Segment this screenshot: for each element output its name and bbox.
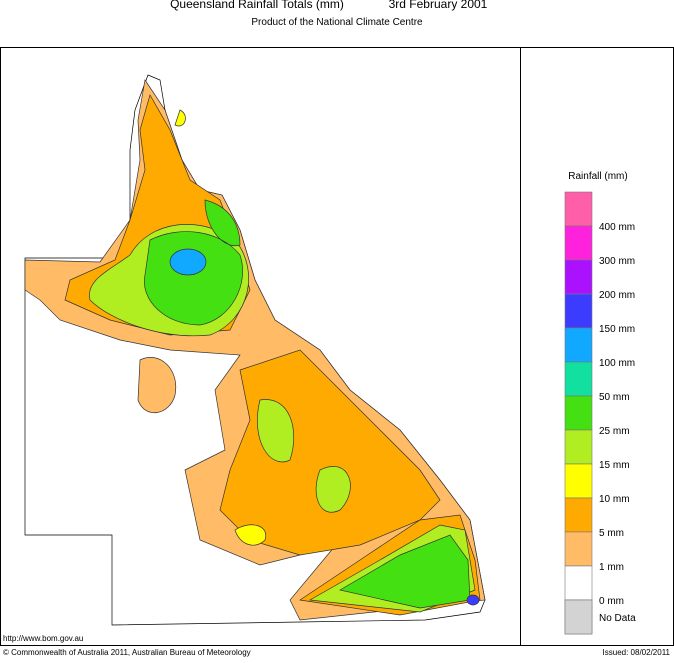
legend-label: 1 mm	[599, 562, 624, 573]
rain-50mm	[144, 199, 471, 609]
legend-title: Rainfall (mm)	[568, 171, 627, 182]
footer-url: http://www.bom.gov.au	[3, 634, 83, 643]
legend-label: 5 mm	[599, 528, 624, 539]
title: Queensland Rainfall Totals (mm)	[170, 0, 344, 11]
legend-label: 15 mm	[599, 460, 630, 471]
rain-100mm	[169, 248, 207, 276]
legend-swatch	[564, 191, 593, 227]
map	[24, 74, 486, 626]
legend-label: 0 mm	[599, 596, 624, 607]
subtitle: Product of the National Climate Centre	[251, 17, 423, 28]
legend-swatch	[564, 531, 593, 567]
legend-swatch	[564, 429, 593, 465]
legend-label: 10 mm	[599, 494, 630, 505]
legend-swatch	[564, 259, 593, 295]
legend-swatch	[564, 497, 593, 533]
legend-swatch	[564, 225, 593, 261]
rain-1mm-inland	[137, 357, 177, 414]
legend-label: 100 mm	[599, 358, 635, 369]
legend-swatch	[564, 599, 593, 635]
legend-swatch	[564, 327, 593, 363]
legend-swatch	[564, 463, 593, 499]
legend-swatch	[564, 361, 593, 397]
legend: Rainfall (mm) 400 mm 300 mm 200 mm 150 mm 10…	[564, 171, 636, 635]
rain-150mm	[466, 594, 480, 606]
footer-copyright: © Commonwealth of Australia 2011, Austra…	[3, 648, 251, 657]
legend-label: 50 mm	[599, 392, 630, 403]
legend-label: 300 mm	[599, 256, 635, 267]
legend-swatch	[564, 395, 593, 431]
legend-label: 150 mm	[599, 324, 635, 335]
legend-label: No Data	[599, 613, 636, 624]
date: 3rd February 2001	[389, 0, 488, 11]
legend-label: 25 mm	[599, 426, 630, 437]
footer-issued: Issued: 08/02/2011	[603, 648, 671, 657]
legend-swatch	[564, 565, 593, 601]
legend-label: 200 mm	[599, 290, 635, 301]
rain-15mm	[174, 109, 267, 546]
legend-label: 400 mm	[599, 222, 635, 233]
legend-swatch	[564, 293, 593, 329]
